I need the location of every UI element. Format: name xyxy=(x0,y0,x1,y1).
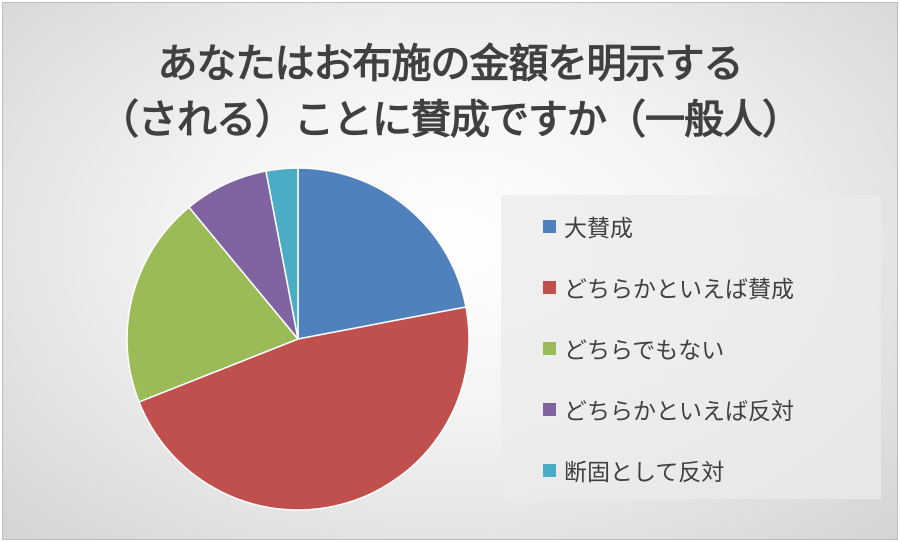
legend: 大賛成どちらかといえば賛成 どちらでもないどちらかといえば反対 断固として反対 xyxy=(501,195,881,499)
pie-slice-5 xyxy=(265,167,299,340)
legend-swatch xyxy=(543,280,556,294)
legend-label: 大賛成 xyxy=(564,216,633,242)
legend-item: どちらかといえば賛成 xyxy=(543,270,794,304)
legend-swatch xyxy=(543,219,556,233)
pie-chart xyxy=(126,167,470,511)
legend-item: 大賛成 xyxy=(543,209,633,243)
legend-label: 断固として反対 xyxy=(564,460,725,486)
pie-slice-3 xyxy=(126,206,300,403)
legend-item: どちらかといえば反対 xyxy=(543,392,794,426)
legend-label: どちらでもない xyxy=(564,338,725,364)
legend-label: どちらかといえば反対 xyxy=(564,399,794,425)
legend-label: どちらかといえば賛成 xyxy=(564,277,794,303)
legend-swatch xyxy=(543,341,556,355)
legend-swatch xyxy=(543,463,556,477)
pie-slice-1 xyxy=(297,167,467,340)
legend-item: 断固として反対 xyxy=(543,453,724,487)
legend-swatch xyxy=(543,402,556,416)
chart-title-line-2: （される）ことに賛成ですか（一般人） xyxy=(99,97,802,143)
legend-item: どちらでもない xyxy=(543,331,724,365)
pie-slice-2 xyxy=(138,306,470,511)
chart-title-line-1: あなたはお布施の金額を明示する xyxy=(157,41,744,87)
